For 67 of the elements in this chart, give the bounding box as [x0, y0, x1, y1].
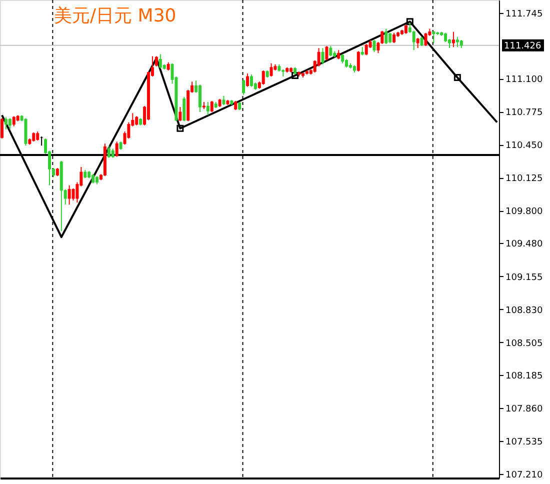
candlestick	[8, 118, 12, 130]
candlestick	[111, 148, 114, 158]
candlestick	[432, 30, 436, 44]
candlestick	[270, 62, 273, 78]
ref-line-label: 111.426	[504, 41, 542, 52]
y-tick-label: 111.100	[506, 75, 543, 86]
candlestick	[356, 50, 360, 72]
candlestick	[154, 56, 158, 67]
candlestick	[456, 36, 459, 48]
candlestick	[384, 28, 388, 45]
candlestick	[404, 24, 408, 34]
y-tick-label: 109.480	[506, 240, 543, 250]
candlestick	[388, 32, 392, 44]
candlestick	[92, 174, 95, 184]
y-tick-label: 110.450	[506, 141, 543, 152]
candlestick	[210, 100, 214, 113]
point	[292, 72, 299, 80]
candlestick	[412, 30, 416, 51]
candlestick	[392, 32, 396, 44]
candlestick	[32, 132, 36, 142]
y-tick-label: 109.800	[506, 207, 543, 218]
candlestick	[452, 31, 455, 48]
candlestick	[321, 48, 324, 65]
candlestick	[12, 116, 16, 127]
candlestick	[325, 46, 328, 61]
candlestick	[115, 141, 118, 158]
candlestick	[242, 79, 246, 96]
candlestick	[262, 70, 265, 86]
y-tick-label: 108.185	[506, 371, 543, 382]
candlestick	[341, 54, 344, 64]
candlestick	[246, 72, 250, 88]
chart-title: 美元/日元 M30	[54, 6, 176, 26]
candlestick	[198, 84, 202, 113]
candlestick	[250, 74, 253, 88]
y-tick-label: 108.830	[506, 306, 543, 316]
y-tick-label: 107.535	[506, 437, 543, 448]
point	[176, 124, 184, 132]
candlestick	[364, 44, 368, 56]
candlestick	[107, 145, 110, 158]
candlestick	[329, 46, 332, 57]
candlestick	[444, 32, 448, 42]
candlestick	[234, 100, 238, 111]
point	[454, 74, 461, 82]
candlestick	[178, 106, 182, 122]
candlestick	[416, 37, 420, 49]
candlestick	[372, 39, 376, 53]
point	[406, 18, 414, 26]
y-tick-label: 110.775	[506, 108, 543, 118]
candlestick	[4, 116, 8, 130]
candlestick	[206, 101, 210, 116]
candlestick	[424, 32, 428, 47]
y-tick-label: 107.210	[506, 470, 543, 480]
candlestick	[135, 116, 138, 126]
y-tick-label: 111.745	[506, 10, 543, 20]
candlestick	[72, 188, 75, 202]
y-tick-label: 107.860	[506, 404, 543, 414]
candlestick	[158, 54, 162, 69]
candlestick	[68, 184, 71, 206]
y-tick-label: 110.125	[506, 174, 543, 184]
y-tick-label: 109.155	[506, 272, 543, 283]
candlestick	[0, 118, 4, 140]
candlestick	[222, 95, 226, 106]
candlestick	[337, 50, 340, 60]
candlestick	[36, 130, 40, 142]
candlestick	[182, 96, 186, 122]
y-tick-label: 108.505	[506, 338, 543, 349]
candlestick	[420, 36, 424, 47]
